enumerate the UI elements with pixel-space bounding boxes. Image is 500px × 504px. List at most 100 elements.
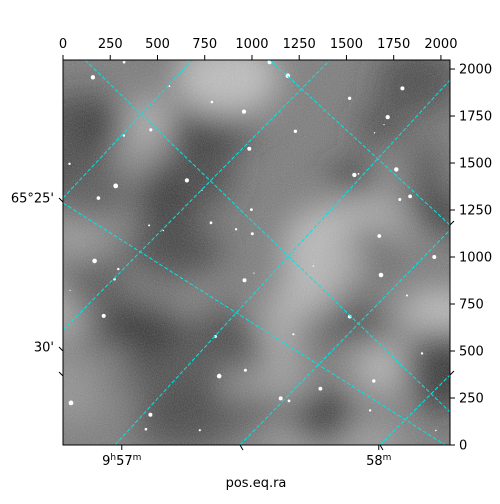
- star: [210, 100, 214, 104]
- star: [250, 232, 254, 236]
- star: [247, 146, 252, 151]
- star: [69, 289, 71, 291]
- grid-line: [379, 374, 450, 445]
- ra-minor-tick: [379, 444, 384, 451]
- right-tick-label: 1750: [459, 110, 492, 125]
- ra-tick-label: 58m: [366, 453, 391, 469]
- dec-minor-tick: [58, 371, 64, 377]
- dec-tick: [58, 346, 64, 352]
- right-tick-label: 1000: [459, 251, 492, 266]
- star: [122, 60, 126, 64]
- star: [293, 129, 298, 133]
- star: [250, 208, 253, 212]
- star: [241, 109, 247, 114]
- top-tick-label: 250: [98, 37, 123, 52]
- star: [406, 294, 408, 297]
- grid-line: [114, 79, 450, 445]
- star: [101, 313, 106, 318]
- dec-tick-label: 30': [34, 341, 54, 356]
- left-dec-axis: 65°25' 30': [11, 192, 64, 377]
- star: [318, 386, 323, 391]
- top-tick-label: 1250: [283, 37, 316, 52]
- top-tick-label: 1500: [330, 37, 363, 52]
- star: [113, 183, 119, 189]
- top-tick-label: 1000: [235, 37, 268, 52]
- star: [278, 396, 283, 401]
- grid-line: [63, 60, 331, 331]
- star: [378, 272, 384, 278]
- star: [312, 265, 315, 267]
- star: [385, 115, 390, 120]
- right-tick-label: 1250: [459, 204, 492, 219]
- top-tick-label: 2000: [424, 37, 457, 52]
- bottom-ra-axis: 9h57m 58m: [102, 444, 391, 469]
- star: [90, 75, 96, 80]
- ra-tick-label: 9h57m: [102, 453, 141, 469]
- top-tick-label: 750: [192, 37, 217, 52]
- star: [168, 85, 171, 88]
- right-tick-label: 2000: [459, 63, 492, 78]
- coordinate-grid: [63, 60, 450, 445]
- star: [216, 373, 222, 379]
- star-field: [68, 60, 437, 432]
- axes-frame: [62, 59, 451, 446]
- star: [373, 132, 376, 134]
- star: [352, 172, 357, 178]
- image-noise: [63, 60, 450, 445]
- right-pixel-axis: 0 250 500 750 1000 1250 1500 1750 2000: [449, 63, 492, 454]
- star: [92, 258, 97, 264]
- star: [435, 429, 437, 432]
- right-tick-label: 1500: [459, 157, 492, 172]
- right-tick-label: 750: [459, 298, 484, 313]
- star: [383, 124, 385, 126]
- x-axis-label: pos.eq.ra: [226, 476, 287, 491]
- image-area: [63, 60, 450, 445]
- star: [394, 167, 399, 172]
- star: [162, 229, 165, 232]
- star: [117, 267, 120, 271]
- star: [420, 352, 424, 355]
- top-pixel-axis: 0 250 500 750 1000 1250 1500 1750 2000: [59, 37, 457, 60]
- star: [242, 278, 247, 283]
- dec-tick: [58, 197, 64, 203]
- right-tick-label: 0: [459, 439, 467, 454]
- grid-line: [239, 229, 450, 445]
- star: [201, 189, 203, 191]
- star: [243, 368, 247, 372]
- star: [292, 333, 295, 336]
- top-tick-label: 0: [59, 37, 67, 52]
- star: [234, 228, 238, 231]
- world-edge-tick: [449, 370, 455, 376]
- right-tick-label: 500: [459, 345, 484, 360]
- star: [408, 194, 412, 199]
- top-tick-label: 500: [145, 37, 170, 52]
- star: [368, 409, 372, 412]
- star: [209, 221, 213, 225]
- grid-line: [84, 60, 450, 413]
- star: [68, 162, 71, 165]
- grid-line: [63, 60, 193, 199]
- star: [144, 427, 148, 431]
- star: [377, 234, 382, 238]
- star: [357, 173, 360, 175]
- dec-tick-label: 65°25': [11, 192, 54, 207]
- star: [96, 196, 101, 200]
- star: [149, 128, 153, 132]
- star: [287, 399, 291, 403]
- star: [432, 255, 437, 259]
- star: [347, 96, 352, 101]
- star: [198, 429, 201, 432]
- world-edge-tick: [449, 220, 455, 226]
- star: [122, 134, 126, 137]
- top-tick-label: 1750: [377, 37, 410, 52]
- star: [372, 379, 376, 383]
- right-tick-label: 250: [459, 392, 484, 407]
- star: [398, 198, 402, 201]
- star: [253, 272, 255, 274]
- grid-line: [269, 60, 450, 226]
- star: [148, 412, 153, 417]
- star: [400, 86, 405, 91]
- ra-minor-tick: [239, 444, 244, 451]
